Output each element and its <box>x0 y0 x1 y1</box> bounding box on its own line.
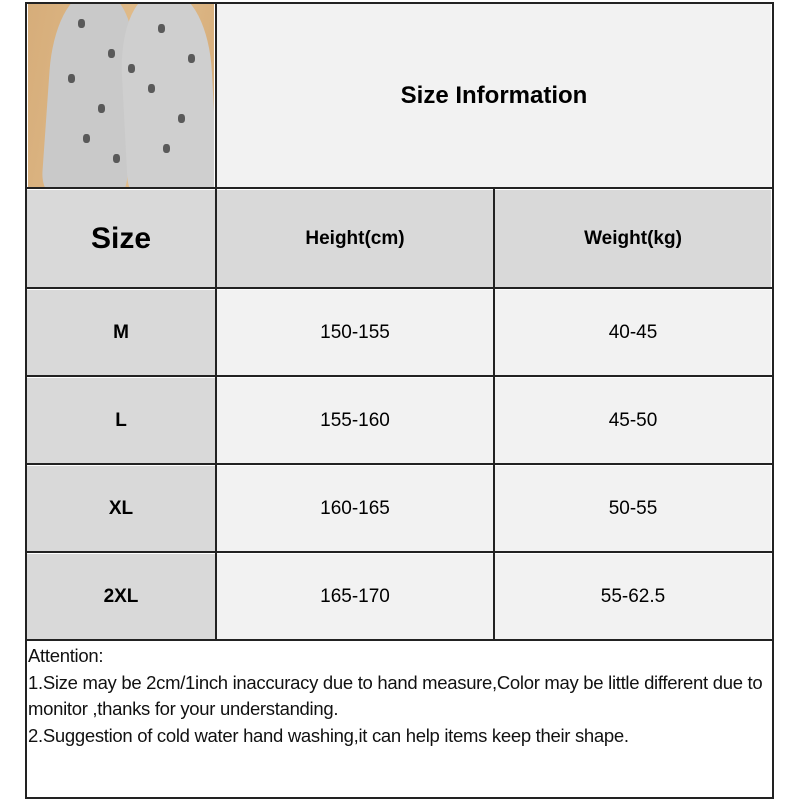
page-title: Size Information <box>217 4 771 187</box>
table-divider <box>215 2 217 640</box>
table-divider <box>25 375 774 377</box>
size-cell: 2XL <box>27 554 215 639</box>
size-cell: L <box>27 378 215 463</box>
weight-cell: 50-55 <box>495 466 771 551</box>
attention-note: 2.Suggestion of cold water hand washing,… <box>28 724 629 746</box>
header-size: Size <box>27 190 215 287</box>
table-divider <box>25 287 774 289</box>
weight-cell: 40-45 <box>495 290 771 375</box>
product-photo <box>28 4 214 187</box>
attention-note: 1.Size may be 2cm/1inch inaccuracy due t… <box>28 671 763 720</box>
height-cell: 160-165 <box>217 466 493 551</box>
attention-heading: Attention: <box>28 645 104 666</box>
weight-cell: 45-50 <box>495 378 771 463</box>
weight-cell: 55-62.5 <box>495 554 771 639</box>
table-divider <box>25 551 774 553</box>
table-border <box>772 2 774 799</box>
height-cell: 165-170 <box>217 554 493 639</box>
table-divider <box>25 463 774 465</box>
table-divider <box>25 639 774 641</box>
height-cell: 155-160 <box>217 378 493 463</box>
table-divider <box>25 187 774 189</box>
header-weight: Weight(kg) <box>495 190 771 287</box>
table-border <box>25 2 27 799</box>
size-cell: XL <box>27 466 215 551</box>
attention-notes: Attention: 1.Size may be 2cm/1inch inacc… <box>28 643 768 749</box>
size-cell: M <box>27 290 215 375</box>
height-cell: 150-155 <box>217 290 493 375</box>
header-height: Height(cm) <box>217 190 493 287</box>
table-border <box>25 797 774 799</box>
table-divider <box>493 188 495 640</box>
table-border <box>25 2 774 4</box>
